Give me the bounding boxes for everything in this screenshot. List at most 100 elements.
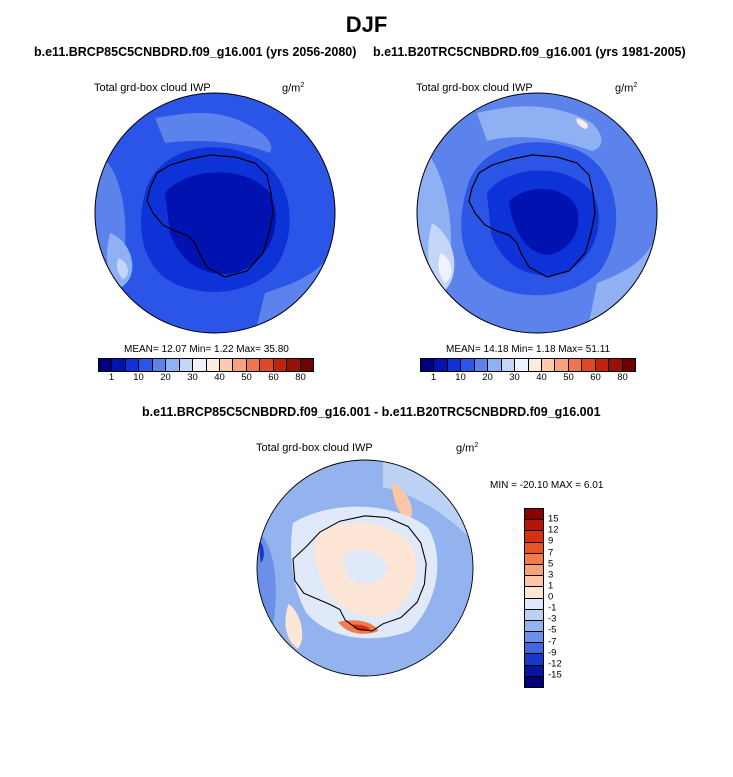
left-panel-units: g/m2 [282, 82, 305, 95]
diff-variable: Total grd-box cloud IWP [256, 442, 373, 454]
colorbar-swatch [525, 676, 543, 687]
colorbar-swatch [447, 359, 462, 371]
colorbar-swatch [568, 359, 583, 371]
page-title: DJF [345, 12, 388, 37]
colorbar-swatch [525, 553, 543, 565]
colorbar-swatch [622, 359, 635, 371]
colorbar-swatch [434, 359, 448, 371]
colorbar-swatch [273, 359, 288, 371]
left-panel-case-title: b.e11.BRCP85C5CNBDRD.f09_g16.001 (yrs 20… [34, 45, 357, 59]
colorbar-tick-label: 10 [133, 372, 144, 383]
right-antarctica-coastline [468, 154, 596, 278]
colorbar-swatch [260, 359, 274, 371]
colorbar-swatch [525, 542, 543, 554]
colorbar-swatch [609, 359, 623, 371]
colorbar-swatch [300, 359, 313, 371]
colorbar-swatch [525, 643, 543, 655]
left-colorbar-ticks: 1 10 20 30 40 50 60 80 [98, 372, 314, 384]
diff-colorbar-swatches [524, 508, 544, 688]
colorbar-tick-label: 30 [187, 372, 198, 383]
colorbar-tick-label: 20 [482, 372, 493, 383]
colorbar-swatch [474, 359, 489, 371]
colorbar-swatch [488, 359, 502, 371]
colorbar-swatch [525, 520, 543, 532]
colorbar-swatch [461, 359, 475, 371]
colorbar-tick-label: 10 [455, 372, 466, 383]
left-colorbar: 1 10 20 30 40 50 60 80 [98, 358, 314, 384]
colorbar-swatch [246, 359, 261, 371]
colorbar-tick-label: 40 [536, 372, 547, 383]
colorbar-swatch [421, 359, 435, 371]
colorbar-swatch [139, 359, 153, 371]
colorbar-tick-label: 60 [268, 372, 279, 383]
colorbar-swatch [206, 359, 220, 371]
colorbar-tick-label: 3 [548, 569, 554, 581]
diff-title: b.e11.BRCP85C5CNBDRD.f09_g16.001 - b.e11… [142, 405, 601, 419]
diff-polar-map [256, 459, 474, 677]
colorbar-swatch [582, 359, 596, 371]
right-colorbar-ticks: 1 10 20 30 40 50 60 80 [420, 372, 636, 384]
colorbar-swatch [525, 632, 543, 644]
colorbar-swatch [555, 359, 569, 371]
colorbar-swatch [193, 359, 207, 371]
colorbar-swatch [501, 359, 516, 371]
colorbar-swatch [287, 359, 301, 371]
colorbar-swatch [525, 576, 543, 588]
colorbar-tick-label: 15 [548, 513, 559, 525]
colorbar-tick-label: 7 [548, 547, 554, 558]
colorbar-tick-label: -1 [548, 602, 557, 614]
colorbar-swatch [179, 359, 194, 371]
diff-units: g/m2 [456, 442, 479, 455]
right-panel-variable: Total grd-box cloud IWP [416, 82, 533, 94]
colorbar-swatch [233, 359, 247, 371]
colorbar-tick-label: 60 [590, 372, 601, 383]
colorbar-tick-label: -5 [548, 624, 557, 636]
colorbar-swatch [525, 587, 543, 599]
colorbar-tick-label: 50 [563, 372, 574, 383]
colorbar-tick-label: 5 [548, 558, 554, 570]
colorbar-tick-label: 80 [295, 372, 306, 383]
colorbar-swatch [595, 359, 610, 371]
colorbar-tick-label: -7 [548, 636, 557, 647]
colorbar-swatch [528, 359, 542, 371]
right-colorbar: 1 10 20 30 40 50 60 80 [420, 358, 636, 384]
colorbar-tick-label: 1 [548, 580, 554, 592]
colorbar-tick-label: -12 [548, 658, 562, 670]
colorbar-tick-label: 12 [548, 524, 559, 536]
colorbar-tick-label: 1 [430, 372, 437, 383]
colorbar-swatch [525, 665, 543, 677]
colorbar-tick-label: 50 [241, 372, 252, 383]
colorbar-swatch [515, 359, 529, 371]
left-panel-variable: Total grd-box cloud IWP [94, 82, 211, 94]
colorbar-swatch [541, 359, 556, 371]
colorbar-tick-label: 9 [548, 535, 554, 547]
colorbar-tick-label: -9 [548, 647, 557, 659]
right-panel-case-title: b.e11.B20TRC5CNBDRD.f09_g16.001 (yrs 198… [373, 45, 686, 59]
colorbar-tick-label: 40 [214, 372, 225, 383]
colorbar-swatch [125, 359, 140, 371]
colorbar-tick-label: 30 [509, 372, 520, 383]
colorbar-swatch [525, 531, 543, 543]
left-panel-stats: MEAN= 12.07 Min= 1.22 Max= 35.80 [124, 344, 289, 355]
colorbar-swatch [166, 359, 180, 371]
colorbar-tick-label: 80 [617, 372, 628, 383]
colorbar-swatch [525, 564, 543, 577]
colorbar-tick-label: -3 [548, 613, 557, 625]
colorbar-swatch [525, 654, 543, 666]
right-polar-map [416, 92, 658, 334]
left-polar-map [94, 92, 336, 334]
left-antarctica-coastline [146, 154, 274, 278]
colorbar-swatch [112, 359, 126, 371]
right-colorbar-swatches [420, 358, 636, 372]
colorbar-swatch [525, 620, 543, 633]
right-panel-stats: MEAN= 14.18 Min= 1.18 Max= 51.11 [446, 344, 611, 355]
diff-antarctica-coastline [292, 515, 427, 632]
diff-stats: MIN = -20.10 MAX = 6.01 [490, 480, 604, 491]
left-colorbar-swatches [98, 358, 314, 372]
colorbar-swatch [219, 359, 234, 371]
colorbar-swatch [525, 509, 543, 521]
colorbar-swatch [152, 359, 167, 371]
colorbar-tick-label: 0 [548, 591, 554, 603]
right-panel-units: g/m2 [615, 82, 638, 95]
colorbar-swatch [525, 598, 543, 610]
